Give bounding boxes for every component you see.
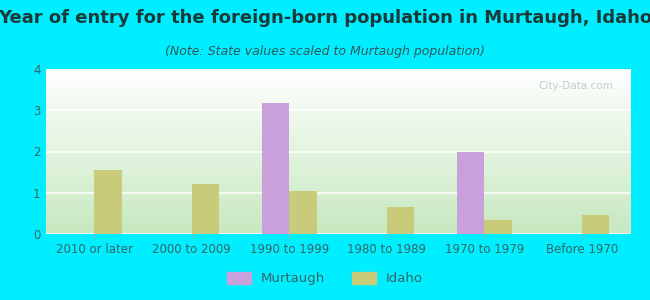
Bar [262, 103, 289, 234]
Text: Year of entry for the foreign-born population in Murtaugh, Idaho: Year of entry for the foreign-born popul… [0, 9, 650, 27]
Bar [289, 191, 317, 234]
Bar [582, 215, 609, 234]
Bar [94, 170, 122, 234]
Legend: Murtaugh, Idaho: Murtaugh, Idaho [222, 266, 428, 290]
Text: (Note: State values scaled to Murtaugh population): (Note: State values scaled to Murtaugh p… [165, 45, 485, 58]
Text: City-Data.com: City-Data.com [538, 80, 613, 91]
Bar [457, 152, 484, 234]
Bar [387, 207, 414, 234]
Bar [484, 220, 512, 234]
Bar [192, 184, 219, 234]
